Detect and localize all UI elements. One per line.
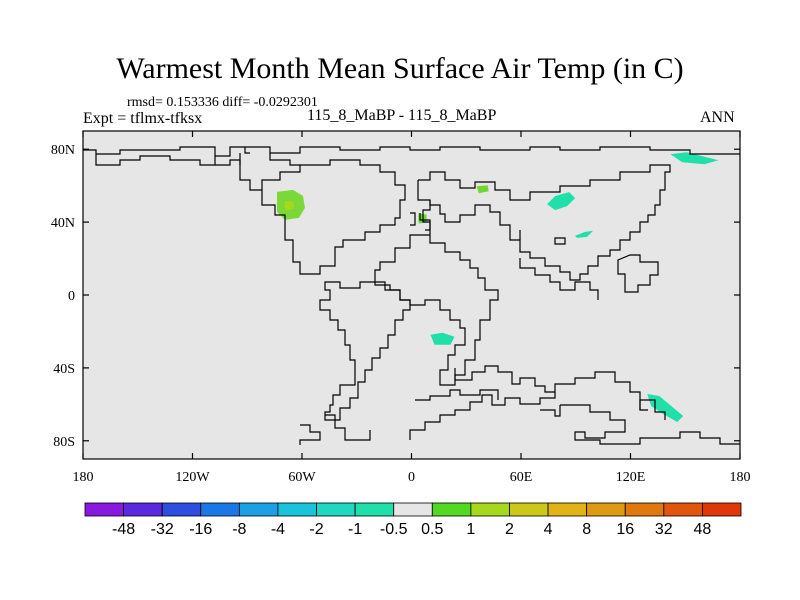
colorbar-label: -8 [232,521,246,538]
colorbar-swatch [84,502,124,517]
y-tick-label: 40S [53,362,75,377]
x-tick-label: 120E [616,470,646,485]
anomaly-layer [277,152,719,422]
stats-text: rmsd= 0.153336 diff= -0.0292301 [127,95,318,110]
y-tick-label: 80N [51,143,75,158]
anomaly-region-south-africa [430,332,455,345]
x-tick-label: 60E [510,470,533,485]
colorbar-label: 4 [544,521,553,538]
colorbar-swatch [624,502,665,517]
y-axis: 80N 40N 0 40S 80S [51,143,740,450]
plot-background [83,131,740,459]
anomaly-region-central-asia [547,192,576,211]
colorbar-label: -2 [309,521,323,538]
colorbar-label: -0.5 [380,521,408,538]
colorbar-swatch [200,502,240,517]
colorbar-swatch [393,502,433,517]
x-axis: 180 120W 60W 0 60E 120E 180 [73,131,751,485]
continent-outlines [83,146,740,445]
colorbar-label: -16 [189,521,212,538]
x-tick-label: 180 [73,470,94,485]
colorbar-label: -4 [271,521,285,538]
colorbar-swatch [470,502,510,517]
colorbar-swatch [123,502,163,517]
colorbar-label: -48 [112,521,135,538]
colorbar-swatch [238,502,279,517]
colorbar-swatch [547,502,588,517]
anomaly-region-black-sea [476,185,489,194]
experiment-label: Expt = tflmx-tfksx [83,110,203,127]
colorbar-swatch [702,502,742,517]
colorbar-swatch [431,502,472,517]
colorbar-swatch [509,502,549,517]
colorbar-label: 8 [582,521,591,538]
colorbar-label: 48 [694,521,712,538]
colorbar-swatch [316,502,356,517]
season-label: ANN [700,109,735,126]
x-tick-label: 0 [408,470,415,485]
y-tick-label: 80S [53,435,75,450]
chart-title: Warmest Month Mean Surface Air Temp (in … [116,52,684,85]
colorbar-label: 0.5 [421,521,443,538]
colorbar-swatch [586,502,626,517]
colorbar-label: 16 [616,521,634,538]
x-tick-label: 60W [288,470,316,485]
colorbar-swatch [161,502,202,517]
y-tick-label: 40N [51,216,75,231]
colorbar-swatch [354,502,395,517]
colorbar-label: -1 [348,521,362,538]
colorbar-label: 32 [655,521,673,538]
x-tick-label: 180 [730,470,751,485]
colorbar-label: 1 [466,521,475,538]
anomaly-region-north-america-west-core [284,200,295,211]
colorbar-label: 2 [505,521,514,538]
colorbar-swatch [277,502,317,517]
anomaly-region-tibet [575,230,593,238]
colorbar-swatch [663,502,703,517]
colorbar: -48 -32 -16 -8 -4 -2 -1 -0.5 0.5 1 2 4 8 16 32 48 [84,502,742,538]
x-tick-label: 120W [175,470,210,485]
y-tick-label: 0 [68,289,75,304]
anomaly-region-southern-ocean [647,394,684,422]
anomaly-region-east-siberia [670,152,719,165]
case-comparison-label: 115_8_MaBP - 115_8_MaBP [307,107,497,124]
map-plot: 180 120W 60W 0 60E 120E 180 80N 40N 0 40S 80S [51,130,751,485]
colorbar-label: -32 [151,521,174,538]
